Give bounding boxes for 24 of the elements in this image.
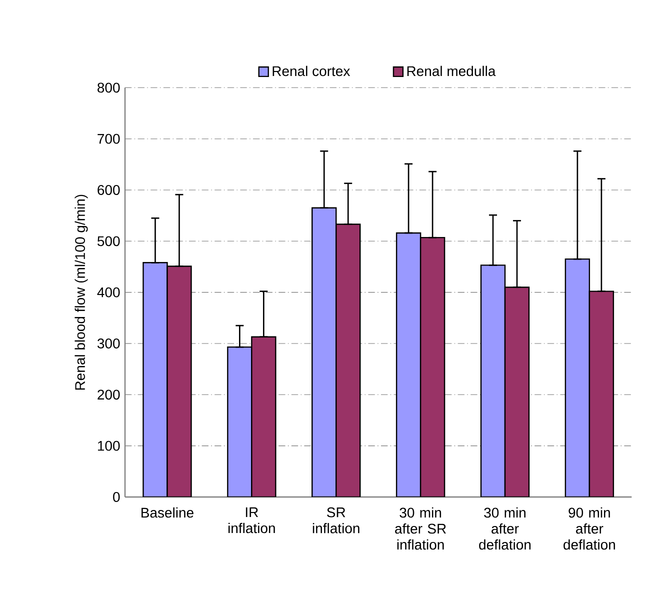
bar: [480, 264, 506, 497]
y-tick-label: 700: [98, 134, 120, 144]
y-tick-label: 500: [98, 236, 120, 246]
x-tick-label: 90 min after deflation: [564, 507, 615, 550]
bar: [396, 232, 422, 497]
x-tick-label: Baseline: [142, 507, 194, 518]
y-tick-label: 400: [97, 287, 120, 298]
x-tick-label: 30 min after deflation: [479, 507, 531, 550]
y-tick-label: 100: [98, 440, 120, 451]
bar: [564, 258, 590, 497]
x-tick-label: 30 min after SR inflation: [395, 507, 446, 550]
y-tick-label: 800: [98, 82, 120, 93]
bar: [142, 262, 168, 497]
legend-label: Renal medulla: [407, 66, 496, 76]
legend-label: Renal cortex: [272, 66, 350, 76]
y-axis-title: Renal blood flow (ml/100 g/min): [74, 194, 88, 390]
bar: [227, 346, 252, 497]
x-tick-label: IR inflation: [228, 507, 275, 534]
y-tick-label: 300: [97, 338, 120, 348]
x-tick-label: SR inflation: [312, 507, 360, 534]
y-tick-label: 600: [98, 185, 120, 195]
y-tick-label: 0: [113, 492, 120, 502]
bar: [312, 207, 337, 497]
y-tick-label: 200: [98, 390, 120, 400]
